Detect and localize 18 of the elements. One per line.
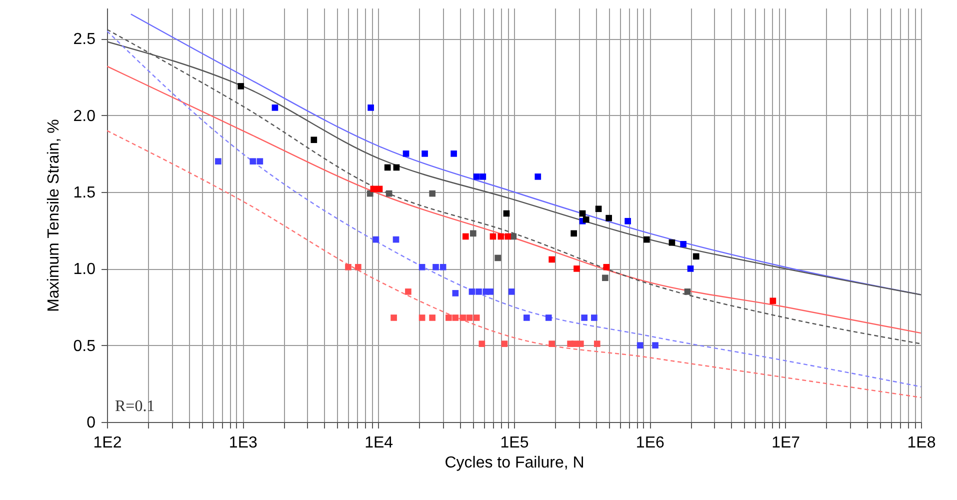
x-tick-label: 1E6 (636, 434, 665, 452)
y-tick-label: 0.5 (73, 338, 96, 355)
x-tick-label: 1E7 (772, 434, 800, 452)
x-axis-title: Cycles to Failure, N (444, 454, 584, 472)
x-tick-label: 1E3 (228, 434, 258, 452)
y-tick-label: 1.5 (73, 184, 96, 202)
y-tick-label: 1.0 (73, 261, 96, 278)
x-tick-label: 1E4 (364, 434, 394, 452)
x-tick-label: 1E8 (907, 434, 936, 452)
x-tick-label: 1E2 (93, 434, 122, 452)
y-axis-title: Maximum Tensile Strain, % (45, 119, 62, 312)
line-series (107, 66, 921, 334)
y-tick-label: 2.0 (73, 108, 96, 125)
line-series (107, 130, 921, 398)
y-tick-label: 2.5 (73, 31, 96, 48)
x-tick-label: 1E5 (500, 434, 529, 452)
annotation: R=0.1 (115, 398, 155, 415)
y-tick-label: 0 (86, 414, 96, 432)
